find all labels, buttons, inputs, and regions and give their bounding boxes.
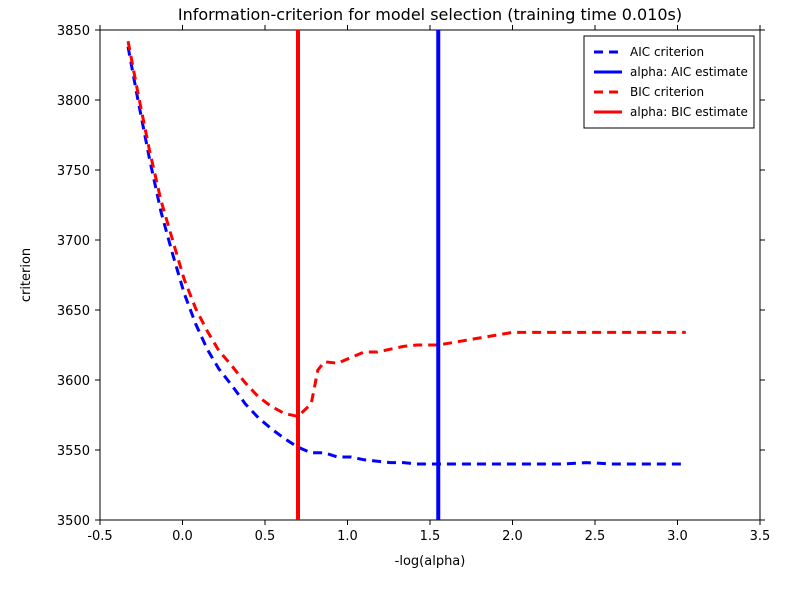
xtick-label: 3.0 (667, 529, 688, 544)
xtick-label: 1.5 (420, 529, 441, 544)
xtick-label: 1.0 (337, 529, 358, 544)
legend-label: alpha: AIC estimate (630, 65, 748, 79)
ytick-label: 3550 (57, 444, 90, 459)
ytick-label: 3800 (57, 94, 90, 109)
xtick-label: 2.5 (585, 529, 606, 544)
chart-title: Information-criterion for model selectio… (178, 5, 682, 24)
legend-label: alpha: BIC estimate (630, 105, 748, 119)
xtick-label: 0.0 (172, 529, 193, 544)
ytick-label: 3500 (57, 514, 90, 529)
ylabel: criterion (19, 248, 34, 302)
xtick-label: 3.5 (750, 529, 771, 544)
xtick-label: 2.0 (502, 529, 523, 544)
ytick-label: 3750 (57, 164, 90, 179)
legend-label: AIC criterion (630, 45, 704, 59)
ytick-label: 3850 (57, 24, 90, 39)
chart-container: -0.5 0.0 0.5 1.0 1.5 2.0 2.5 3.0 3.5 3500 3550 3600… (0, 0, 800, 600)
xlabel: -log(alpha) (395, 554, 466, 569)
ytick-label: 3700 (57, 234, 90, 249)
ytick-label: 3650 (57, 304, 90, 319)
chart-svg: -0.5 0.0 0.5 1.0 1.5 2.0 2.5 3.0 3.5 3500 3550 3600… (0, 0, 800, 600)
xtick-label: 0.5 (255, 529, 276, 544)
legend: AIC criterion alpha: AIC estimate BIC crit… (584, 36, 754, 128)
legend-label: BIC criterion (630, 85, 704, 99)
xtick-label: -0.5 (87, 529, 112, 544)
ytick-label: 3600 (57, 374, 90, 389)
